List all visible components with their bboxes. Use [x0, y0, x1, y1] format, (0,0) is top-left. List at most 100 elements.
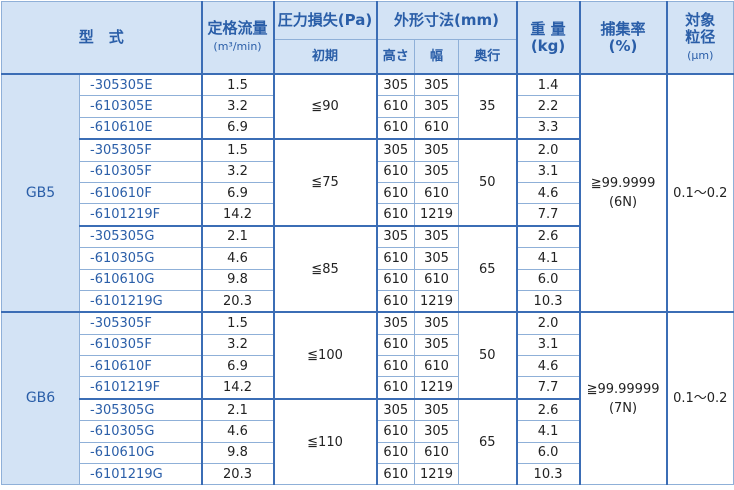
model-cell: -610305G [78, 247, 203, 270]
header-unit: (kg) [530, 36, 566, 55]
width-cell: 305 [414, 311, 460, 335]
header-cell: 初期 [272, 39, 378, 75]
height-cell: 610 [375, 463, 416, 486]
weight-cell: 7.7 [515, 376, 581, 400]
efficiency-note: (6N) [608, 195, 638, 211]
series-cell: GB5 [1, 72, 80, 313]
flow-cell: 6.9 [200, 116, 275, 140]
table-row: -305305F 1.5 ≦75 305 305 50 2.0 [2, 138, 734, 227]
model-cell: -305305F [78, 138, 203, 162]
height-cell: 305 [375, 73, 416, 97]
header-text: 粒径 [685, 27, 716, 46]
header-text: 重 量 [530, 19, 566, 38]
pressure-cell: ≦90 [272, 72, 378, 140]
model-cell: -6101219F [78, 203, 203, 227]
weight-cell: 2.6 [515, 397, 581, 422]
header-cell: 捕集率 (%) [578, 1, 668, 75]
header-cell: 幅 [414, 39, 460, 75]
height-cell: 305 [375, 397, 416, 422]
height-cell: 610 [375, 355, 416, 378]
weight-cell: 4.1 [515, 247, 581, 270]
width-cell: 305 [414, 247, 460, 270]
pressure-cell: ≦100 [272, 311, 378, 400]
model-cell: -610305E [78, 95, 203, 118]
width-cell: 1219 [414, 376, 460, 400]
header-text: 捕集率 [600, 19, 646, 38]
depth-cell: 50 [458, 311, 518, 400]
flow-cell: 4.6 [200, 420, 275, 443]
pressure-cell: ≦85 [272, 224, 378, 313]
width-cell: 305 [414, 420, 460, 443]
width-cell: 305 [414, 73, 460, 97]
flow-cell: 1.5 [200, 311, 275, 335]
weight-cell: 3.1 [515, 333, 581, 357]
width-cell: 1219 [414, 463, 460, 486]
model-cell: -6101219G [78, 463, 203, 486]
model-cell: -610610F [78, 355, 203, 378]
weight-cell: 4.6 [515, 181, 581, 205]
header-unit: (%) [608, 36, 638, 55]
weight-cell: 10.3 [515, 463, 581, 486]
table-row: -610305F 3.2 610 305 3.1 [2, 333, 734, 357]
flow-cell: 3.2 [200, 333, 275, 357]
width-cell: 305 [414, 397, 460, 422]
model-cell: -305305E [78, 73, 203, 97]
width-cell: 305 [414, 95, 460, 118]
weight-cell: 2.6 [515, 224, 581, 249]
flow-cell: 6.9 [200, 181, 275, 205]
header-text: 対象 [685, 10, 716, 29]
weight-cell: 4.1 [515, 420, 581, 443]
flow-cell: 3.2 [200, 95, 275, 118]
table-row: GB6 -305305F 1.5 ≦100 305 305 50 2.0 ≧99.99999 (7… [1, 311, 734, 486]
table-row: -610610G 9.8 610 610 6.0 [2, 268, 734, 291]
weight-cell: 2.2 [515, 95, 581, 118]
height-cell: 305 [375, 224, 416, 249]
height-cell: 610 [375, 376, 416, 400]
model-cell: -6101219F [78, 376, 203, 400]
width-cell: 305 [414, 224, 460, 249]
header-unit: (m³/min) [213, 40, 262, 53]
header-cell: 型 式 [0, 1, 203, 75]
table-row: -610610F 6.9 610 610 4.6 [2, 181, 734, 205]
model-cell: -305305G [78, 397, 203, 422]
weight-cell: 1.4 [515, 73, 581, 97]
flow-cell: 1.5 [200, 73, 275, 97]
efficiency-value: ≧99.9999 [590, 176, 656, 192]
model-cell: -610305F [78, 333, 203, 357]
height-cell: 610 [375, 333, 416, 357]
flow-cell: 3.2 [200, 160, 275, 183]
flow-cell: 4.6 [200, 247, 275, 270]
efficiency-cell: ≧99.99999 (7N) [578, 311, 668, 486]
height-cell: 610 [375, 247, 416, 270]
width-cell: 305 [414, 138, 460, 162]
header-cell: 外形寸法(mm) [375, 1, 518, 40]
height-cell: 610 [375, 420, 416, 443]
width-cell: 610 [414, 355, 460, 378]
width-cell: 305 [414, 160, 460, 183]
width-cell: 305 [414, 333, 460, 357]
height-cell: 305 [375, 138, 416, 162]
model-cell: -305305F [78, 311, 203, 335]
model-cell: -6101219G [78, 289, 203, 313]
height-cell: 610 [375, 181, 416, 205]
depth-cell: 65 [458, 397, 518, 486]
weight-cell: 6.0 [515, 441, 581, 465]
efficiency-cell: ≧99.9999 (6N) [578, 72, 668, 313]
table-row: -610305F 3.2 610 305 3.1 [2, 160, 734, 183]
weight-cell: 3.3 [515, 116, 581, 140]
header-cell: 重 量 (kg) [515, 1, 581, 75]
width-cell: 1219 [414, 203, 460, 227]
weight-cell: 3.1 [515, 160, 581, 183]
flow-cell: 9.8 [200, 268, 275, 291]
header-text: 定格流量 [207, 19, 268, 37]
table-row: -6101219G 20.3 610 1219 10.3 [2, 289, 734, 313]
flow-cell: 14.2 [200, 203, 275, 227]
width-cell: 610 [414, 268, 460, 291]
header-unit: (μm) [687, 48, 714, 62]
height-cell: 305 [375, 311, 416, 335]
model-cell: -610610G [78, 441, 203, 465]
header-cell: 定格流量 (m³/min) [200, 1, 275, 75]
flow-cell: 6.9 [200, 355, 275, 378]
width-cell: 610 [414, 441, 460, 465]
